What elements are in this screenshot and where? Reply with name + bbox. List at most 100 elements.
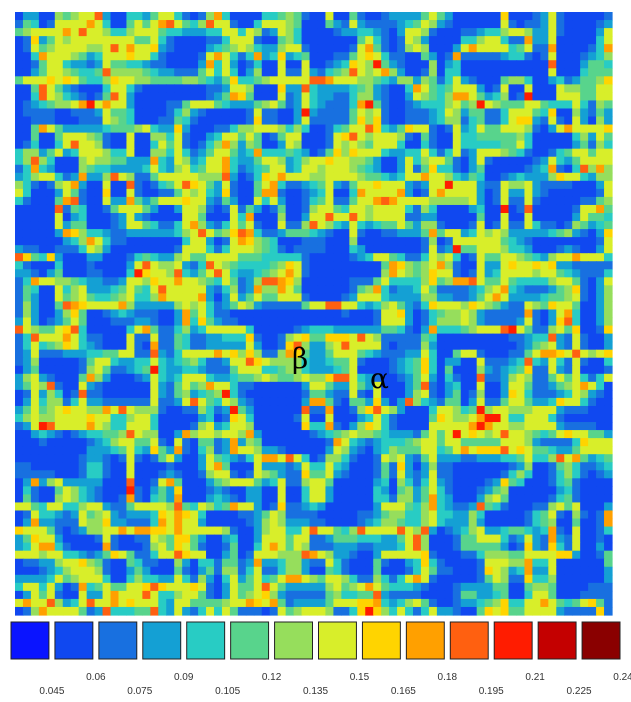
map-cell bbox=[500, 494, 510, 504]
map-cell bbox=[580, 438, 589, 447]
map-cell bbox=[548, 188, 557, 198]
map-cell bbox=[556, 237, 565, 246]
map-cell bbox=[54, 164, 64, 174]
map-cell bbox=[444, 430, 454, 439]
map-cell bbox=[373, 373, 382, 383]
map-cell bbox=[381, 229, 390, 238]
map-cell bbox=[389, 12, 398, 21]
map-cell bbox=[182, 462, 191, 471]
map-cell bbox=[373, 333, 382, 343]
map-cell bbox=[269, 518, 279, 528]
map-cell bbox=[94, 180, 104, 190]
map-cell bbox=[604, 76, 613, 85]
map-cell bbox=[206, 60, 215, 69]
map-cell bbox=[214, 12, 223, 21]
map-cell bbox=[373, 164, 382, 174]
map-cell bbox=[214, 502, 223, 512]
map-cell bbox=[214, 373, 223, 383]
map-cell bbox=[556, 518, 565, 528]
map-cell bbox=[190, 285, 199, 294]
map-cell bbox=[150, 381, 159, 391]
map-cell bbox=[436, 84, 446, 93]
map-cell bbox=[214, 68, 223, 77]
map-cell bbox=[206, 148, 215, 158]
map-cell bbox=[261, 108, 271, 118]
map-cell bbox=[508, 229, 518, 238]
map-cell bbox=[174, 349, 183, 359]
map-cell bbox=[22, 349, 32, 359]
map-cell bbox=[500, 301, 510, 311]
map-cell bbox=[468, 373, 478, 383]
map-cell bbox=[22, 52, 32, 61]
map-cell bbox=[206, 44, 215, 53]
map-cell bbox=[349, 454, 358, 463]
map-cell bbox=[54, 229, 64, 238]
map-cell bbox=[237, 269, 247, 278]
map-cell bbox=[373, 277, 382, 286]
map-cell bbox=[293, 349, 303, 359]
map-cell bbox=[413, 381, 422, 391]
map-cell bbox=[190, 309, 199, 319]
map-cell bbox=[198, 180, 207, 190]
map-cell bbox=[365, 172, 374, 182]
map-cell bbox=[373, 108, 382, 118]
map-cell bbox=[134, 100, 143, 110]
map-cell bbox=[564, 180, 573, 190]
map-cell bbox=[492, 20, 502, 29]
map-cell bbox=[309, 486, 319, 495]
map-cell bbox=[349, 36, 358, 45]
map-cell bbox=[540, 44, 549, 53]
map-cell bbox=[126, 68, 135, 77]
map-cell bbox=[596, 100, 605, 110]
map-cell bbox=[484, 229, 494, 238]
map-cell bbox=[221, 277, 231, 286]
map-cell bbox=[245, 188, 255, 198]
map-cell bbox=[229, 317, 239, 327]
map-cell bbox=[500, 389, 510, 399]
map-cell bbox=[341, 164, 350, 174]
map-cell bbox=[158, 462, 167, 471]
map-cell bbox=[468, 277, 478, 286]
map-cell bbox=[556, 52, 565, 61]
map-cell bbox=[556, 164, 565, 174]
map-cell bbox=[293, 188, 303, 198]
map-cell bbox=[261, 180, 271, 190]
map-cell bbox=[70, 196, 80, 206]
map-cell bbox=[166, 164, 175, 174]
map-cell bbox=[237, 92, 247, 102]
map-cell bbox=[468, 108, 478, 118]
map-cell bbox=[500, 446, 510, 455]
map-cell bbox=[229, 245, 239, 254]
map-cell bbox=[190, 381, 199, 391]
map-cell bbox=[588, 204, 597, 214]
map-cell bbox=[397, 196, 406, 206]
map-cell bbox=[15, 389, 24, 399]
map-cell bbox=[508, 438, 518, 447]
map-cell bbox=[190, 100, 199, 110]
map-cell bbox=[420, 438, 430, 447]
map-cell bbox=[110, 317, 120, 327]
map-cell bbox=[500, 156, 510, 166]
map-cell bbox=[444, 92, 454, 102]
map-cell bbox=[277, 196, 287, 206]
map-cell bbox=[540, 414, 549, 423]
map-cell bbox=[46, 261, 56, 270]
map-cell bbox=[532, 44, 541, 53]
map-cell bbox=[190, 52, 199, 61]
map-cell bbox=[206, 325, 215, 335]
map-cell bbox=[22, 156, 32, 166]
map-cell bbox=[524, 526, 533, 536]
map-cell bbox=[102, 397, 112, 407]
map-cell bbox=[333, 132, 342, 142]
map-cell bbox=[253, 365, 263, 375]
map-cell bbox=[532, 301, 541, 311]
map-cell bbox=[428, 333, 438, 343]
map-cell bbox=[325, 309, 334, 319]
map-cell bbox=[158, 52, 167, 61]
map-cell bbox=[285, 325, 295, 335]
map-cell bbox=[500, 285, 510, 294]
map-cell bbox=[460, 518, 470, 528]
map-cell bbox=[285, 269, 295, 278]
map-cell bbox=[150, 502, 159, 512]
map-cell bbox=[373, 518, 382, 528]
